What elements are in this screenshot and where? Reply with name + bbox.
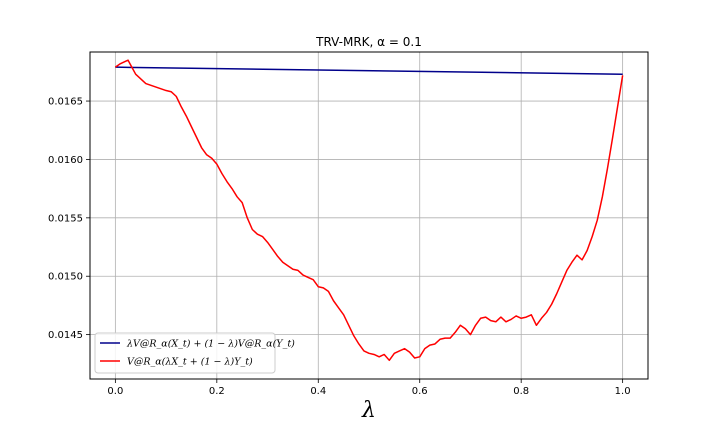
series-lines	[114, 59, 624, 362]
y-tick-label: 0.0145	[48, 330, 83, 341]
chart-title: TRV-MRK, α = 0.1	[315, 35, 422, 49]
y-tick-label: 0.0150	[48, 272, 83, 283]
legend-box	[94, 332, 276, 374]
x-tick-label: 1.0	[615, 386, 631, 397]
series-line-portfolio-var	[114, 59, 624, 362]
series-line-convex-combination	[115, 66, 623, 75]
y-tick-label: 0.0160	[48, 155, 83, 166]
x-tick-label: 0.2	[209, 386, 225, 397]
y-tick-label: 0.0155	[48, 213, 83, 224]
legend-label-portfolio-var: V@R_α(λX_t + (1 − λ)Y_t)	[127, 357, 253, 368]
legend-label-convex-combination: λV@R_α(X_t) + (1 − λ)V@R_α(Y_t)	[126, 339, 295, 350]
x-tick-label: 0.8	[513, 386, 529, 397]
plot-area-frame	[89, 51, 649, 380]
axis-ticks: 0.0 0.2 0.4 0.6 0.8 1.0 0.0145 0.0150 0.0155 0.01…	[48, 97, 631, 397]
grid-lines	[90, 52, 648, 379]
x-tick-label: 0.0	[107, 386, 123, 397]
x-axis-label: λ	[361, 398, 376, 423]
legend: λV@R_α(X_t) + (1 − λ)V@R_α(Y_t) V@R_α(λX…	[94, 332, 295, 374]
x-tick-label: 0.6	[412, 386, 428, 397]
x-tick-label: 0.4	[310, 386, 326, 397]
y-tick-label: 0.0165	[48, 97, 83, 108]
